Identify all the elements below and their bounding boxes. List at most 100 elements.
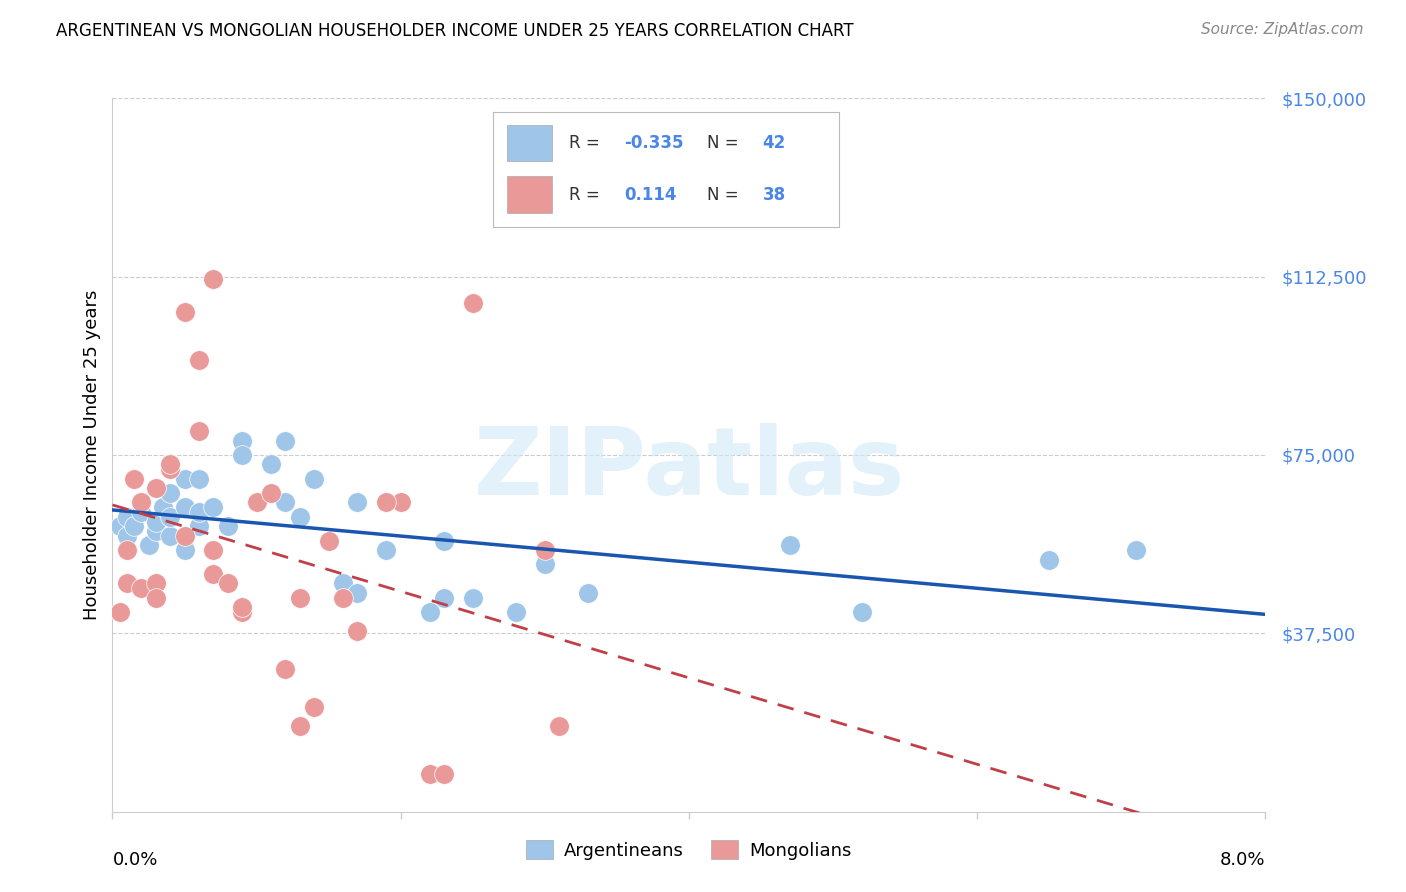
- Point: [332, 576, 354, 591]
- Point: [1038, 552, 1060, 566]
- Text: R =: R =: [569, 186, 610, 203]
- Point: [318, 533, 340, 548]
- Point: [108, 605, 131, 619]
- Point: [202, 543, 225, 558]
- Point: [461, 591, 484, 605]
- Point: [173, 529, 195, 543]
- Bar: [506, 177, 551, 213]
- Point: [433, 533, 456, 548]
- Point: [188, 424, 211, 438]
- Point: [274, 434, 297, 448]
- Point: [851, 605, 873, 619]
- Point: [433, 591, 456, 605]
- Y-axis label: Householder Income Under 25 years: Householder Income Under 25 years: [83, 290, 101, 620]
- Point: [159, 486, 181, 500]
- Point: [260, 486, 283, 500]
- Point: [202, 566, 225, 581]
- Point: [346, 586, 368, 600]
- Point: [159, 458, 181, 472]
- Point: [245, 495, 267, 509]
- Legend: Argentineans, Mongolians: Argentineans, Mongolians: [519, 832, 859, 867]
- Point: [129, 495, 153, 509]
- Text: -0.335: -0.335: [624, 134, 683, 153]
- Point: [173, 472, 195, 486]
- Text: 0.114: 0.114: [624, 186, 676, 203]
- Point: [145, 481, 167, 495]
- Point: [304, 700, 326, 714]
- Point: [260, 458, 283, 472]
- Text: 42: 42: [762, 134, 786, 153]
- Text: ZIPatlas: ZIPatlas: [474, 423, 904, 516]
- Point: [173, 500, 195, 515]
- Point: [129, 495, 153, 509]
- Point: [505, 605, 527, 619]
- Point: [231, 600, 253, 615]
- Point: [332, 591, 354, 605]
- Point: [145, 481, 167, 495]
- Point: [202, 500, 225, 515]
- Point: [115, 543, 138, 558]
- Point: [138, 538, 160, 552]
- Point: [188, 472, 211, 486]
- Point: [389, 495, 412, 509]
- Point: [188, 505, 211, 519]
- Point: [288, 509, 311, 524]
- Point: [159, 462, 181, 476]
- Point: [375, 543, 398, 558]
- Point: [288, 719, 311, 733]
- Bar: [506, 125, 551, 161]
- Text: ARGENTINEAN VS MONGOLIAN HOUSEHOLDER INCOME UNDER 25 YEARS CORRELATION CHART: ARGENTINEAN VS MONGOLIAN HOUSEHOLDER INC…: [56, 22, 853, 40]
- Text: N =: N =: [707, 186, 744, 203]
- Point: [159, 509, 181, 524]
- Point: [231, 605, 253, 619]
- Point: [115, 509, 138, 524]
- Point: [231, 434, 253, 448]
- Point: [779, 538, 801, 552]
- Text: 8.0%: 8.0%: [1220, 851, 1265, 869]
- Point: [188, 519, 211, 533]
- Point: [173, 543, 195, 558]
- Text: N =: N =: [707, 134, 744, 153]
- Point: [346, 624, 368, 638]
- Point: [217, 576, 239, 591]
- Point: [202, 543, 225, 558]
- Point: [129, 505, 153, 519]
- Point: [173, 305, 195, 319]
- Point: [1125, 543, 1147, 558]
- Text: 0.0%: 0.0%: [112, 851, 157, 869]
- Point: [419, 605, 441, 619]
- Point: [461, 295, 484, 310]
- Point: [346, 495, 368, 509]
- Point: [217, 519, 239, 533]
- Point: [433, 766, 456, 780]
- Point: [129, 495, 153, 509]
- Point: [188, 352, 211, 367]
- Text: R =: R =: [569, 134, 605, 153]
- Text: Source: ZipAtlas.com: Source: ZipAtlas.com: [1201, 22, 1364, 37]
- Point: [108, 519, 131, 533]
- Point: [159, 529, 181, 543]
- Point: [548, 719, 571, 733]
- Point: [576, 586, 599, 600]
- Point: [152, 500, 174, 515]
- Point: [145, 576, 167, 591]
- Point: [304, 472, 326, 486]
- Point: [288, 591, 311, 605]
- Point: [145, 515, 167, 529]
- Point: [274, 495, 297, 509]
- Point: [145, 524, 167, 538]
- Point: [375, 495, 398, 509]
- Point: [274, 662, 297, 676]
- Point: [533, 558, 555, 572]
- Point: [419, 766, 441, 780]
- Point: [202, 272, 225, 286]
- Point: [115, 529, 138, 543]
- Point: [122, 472, 145, 486]
- Point: [533, 543, 555, 558]
- Point: [122, 519, 145, 533]
- Point: [129, 581, 153, 595]
- Point: [231, 448, 253, 462]
- Point: [115, 576, 138, 591]
- Text: 38: 38: [762, 186, 786, 203]
- Point: [145, 591, 167, 605]
